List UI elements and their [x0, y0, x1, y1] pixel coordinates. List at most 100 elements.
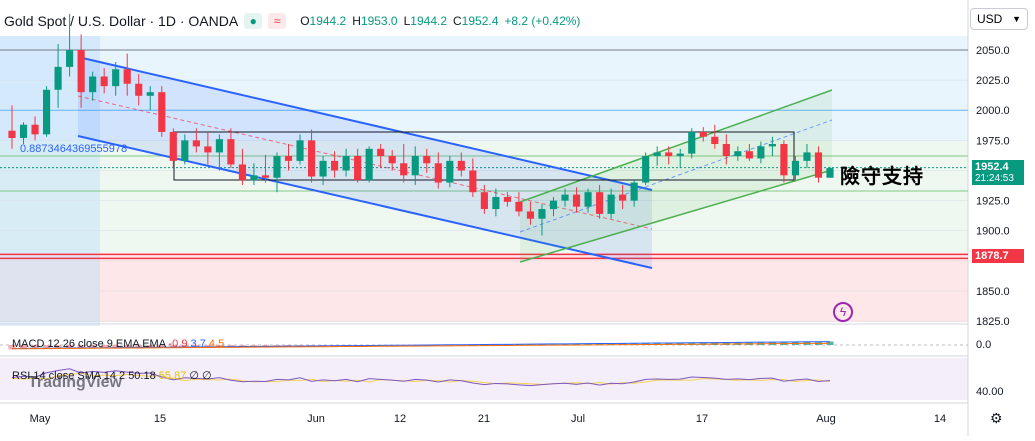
fib-level-label: 0.8873464369555978 [20, 143, 128, 155]
candle-body [561, 194, 569, 201]
settings-gear-icon[interactable]: ⚙ [990, 410, 1003, 426]
macd-val-1: -0.9 [168, 338, 188, 350]
x-tick-label: 15 [154, 413, 166, 425]
candle-body [365, 148, 373, 181]
macd-bar [42, 345, 51, 350]
candle-body [572, 194, 581, 207]
macd-bar [169, 345, 177, 348]
x-tick-label: May [30, 413, 51, 425]
macd-bar [89, 345, 97, 349]
macd-bar [31, 345, 39, 350]
candle-body [549, 200, 558, 210]
symbol-title[interactable]: Gold Spot / U.S. Dollar · 1D · OANDA [4, 13, 239, 29]
candle-body [734, 151, 742, 157]
candle-body [826, 168, 834, 178]
candle-body [319, 160, 327, 177]
candle-body [515, 201, 523, 212]
macd-bar [19, 345, 28, 350]
candle-body [112, 69, 120, 87]
macd-bar [181, 345, 189, 348]
candle-body [8, 130, 16, 138]
macd-bar [100, 345, 108, 349]
macd-bar [192, 345, 200, 348]
candle-body [503, 197, 511, 202]
currency-select[interactable]: USD ▼ [970, 8, 1028, 30]
ohlc-low: L1944.2 [403, 14, 447, 28]
candle-body [642, 156, 650, 183]
candle-body [204, 146, 212, 153]
macd-bar [549, 344, 558, 345]
candle-body [665, 152, 673, 157]
flash-icon[interactable]: ϟ [833, 302, 853, 322]
macd-bar [146, 345, 154, 349]
y-tick-label: 1850.0 [976, 286, 1010, 298]
wave-icon[interactable]: ≈ [268, 13, 287, 29]
candle-body [423, 156, 431, 164]
candle-body [158, 92, 166, 132]
macd-legend[interactable]: MACD 12 26 close 9 EMA EMA -0.9 3.7 4.5 [12, 338, 224, 350]
down-channel-upper [77, 56, 653, 191]
rsi-val-2: 55.87 [158, 370, 187, 382]
ohlc-open: O1944.2 [300, 14, 347, 28]
status-dot-icon[interactable]: ● [244, 13, 263, 29]
candle-body [42, 89, 51, 135]
rsi-label: RSI 14 close SMA 14 2 [12, 370, 126, 382]
candle-body [457, 160, 465, 171]
candle-body [434, 163, 442, 183]
macd-bar [538, 344, 546, 346]
candle-body [123, 69, 131, 84]
x-tick-label: 14 [934, 413, 946, 425]
candle-body [596, 192, 604, 214]
candle-body [676, 153, 684, 157]
candle-body [169, 131, 177, 161]
macd-bar [561, 344, 569, 345]
up-channel-lower [519, 169, 833, 263]
y-tick-label: 2025.0 [976, 75, 1010, 87]
macd-label: MACD 12 26 close 9 EMA EMA [12, 338, 166, 350]
candle-body [215, 139, 223, 153]
tradingview-logo: TradingView [28, 374, 122, 391]
candle-body [66, 50, 74, 67]
candle-body [146, 92, 154, 96]
candle-body [400, 163, 408, 176]
candle-body [791, 160, 800, 176]
rsi-val-1: 50.18 [128, 370, 156, 382]
candle-body [803, 152, 811, 161]
candle-body [354, 156, 362, 181]
rsi-ma-line [11, 372, 831, 385]
rsi-axis-label: 40.00 [976, 386, 1004, 398]
candle-body [699, 131, 707, 137]
candle-body [630, 182, 638, 201]
x-tick-label: Jun [307, 413, 325, 425]
y-tick-label: 1900.0 [976, 226, 1010, 238]
candle-body [584, 192, 592, 207]
macd-bar [112, 345, 120, 349]
candle-body [814, 152, 823, 178]
y-tick-label: 2000.0 [976, 105, 1010, 117]
candle-body [89, 76, 97, 93]
candle-body [77, 50, 85, 93]
candle-body [526, 211, 535, 219]
candle-body [711, 136, 719, 144]
support-price-tag: 1878.7 [972, 249, 1024, 263]
up-channel-fill [520, 90, 832, 262]
ohlc-readout: O1944.2 H1953.0 L1944.2 C1952.4 +8.2 (+0… [300, 14, 580, 28]
macd-bar [227, 345, 235, 348]
rsi-val-3: ∅ [189, 370, 199, 382]
candle-body [619, 194, 627, 201]
x-tick-label: 21 [478, 413, 490, 425]
candle-body [469, 170, 477, 193]
candle-body [181, 140, 189, 161]
candle-body [492, 197, 500, 210]
rsi-line [11, 368, 831, 387]
candle-body [227, 139, 235, 165]
macd-bar [572, 343, 581, 345]
macd-bar [135, 345, 143, 349]
rsi-legend[interactable]: RSI 14 close SMA 14 2 50.18 55.87 ∅ ∅ [12, 369, 212, 382]
candle-body [54, 66, 62, 90]
candle-body [377, 148, 385, 157]
macd-val-3: 4.5 [208, 338, 225, 350]
ohlc-high: H1953.0 [352, 14, 398, 28]
candle-body [296, 140, 304, 161]
